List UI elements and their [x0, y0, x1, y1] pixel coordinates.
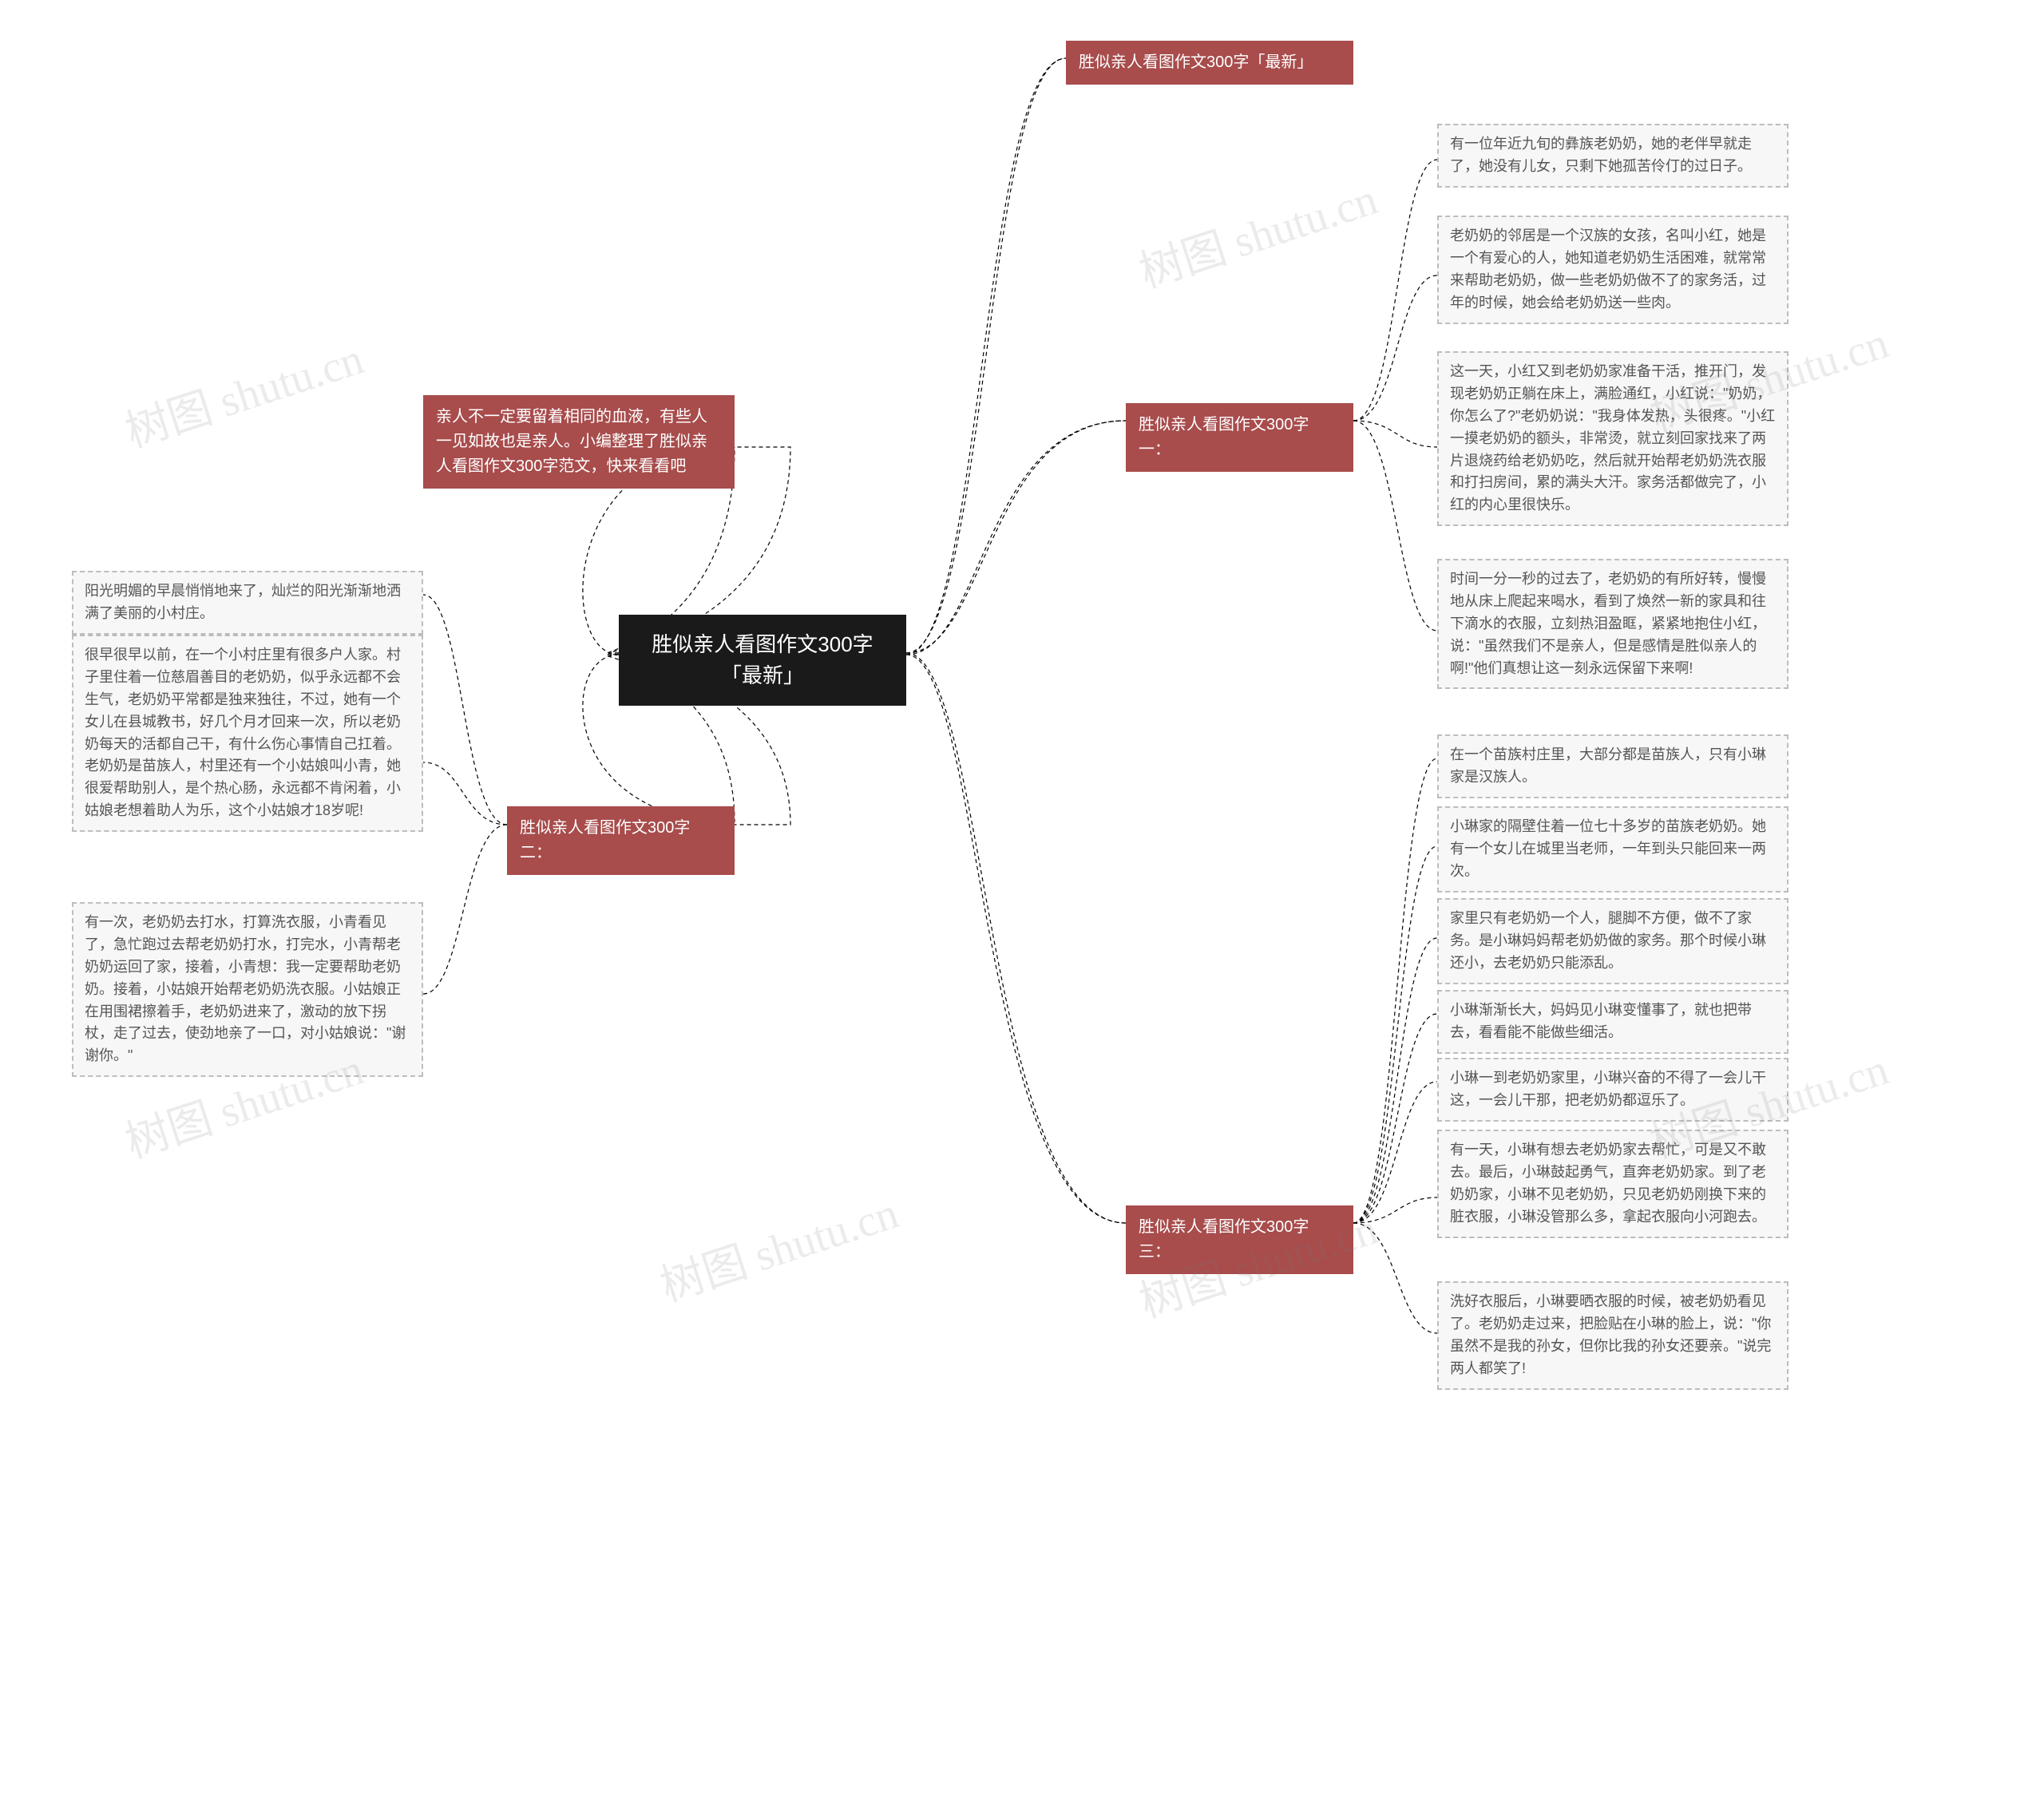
mindmap-canvas: 胜似亲人看图作文300字「最新」 胜似亲人看图作文300字「最新」 亲人不一定要…	[0, 0, 2044, 1801]
leaf-essay2-2: 有一次，老奶奶去打水，打算洗衣服，小青看见了，急忙跑过去帮老奶奶打水，打完水，小…	[72, 902, 423, 1077]
leaf-essay2-0: 阳光明媚的早晨悄悄地来了，灿烂的阳光渐渐地洒满了美丽的小村庄。	[72, 571, 423, 635]
watermark: 树图 shutu.cn	[1130, 163, 1384, 299]
root-node: 胜似亲人看图作文300字「最新」	[619, 615, 906, 706]
leaf-essay1-3: 时间一分一秒的过去了，老奶奶的有所好转，慢慢地从床上爬起来喝水，看到了焕然一新的…	[1437, 559, 1788, 689]
leaf-essay1-1: 老奶奶的邻居是一个汉族的女孩，名叫小红，她是一个有爱心的人，她知道老奶奶生活困难…	[1437, 216, 1788, 324]
leaf-essay3-5: 有一天，小琳有想去老奶奶家去帮忙，可是又不敢去。最后，小琳鼓起勇气，直奔老奶奶家…	[1437, 1130, 1788, 1238]
leaf-essay3-0: 在一个苗族村庄里，大部分都是苗族人，只有小琳家是汉族人。	[1437, 734, 1788, 798]
leaf-essay3-6: 洗好衣服后，小琳要晒衣服的时候，被老奶奶看见了。老奶奶走过来，把脸贴在小琳的脸上…	[1437, 1281, 1788, 1390]
leaf-essay2-1: 很早很早以前，在一个小村庄里有很多户人家。村子里住着一位慈眉善目的老奶奶，似乎永…	[72, 635, 423, 832]
branch-intro: 亲人不一定要留着相同的血液，有些人一见如故也是亲人。小编整理了胜似亲人看图作文3…	[423, 395, 735, 489]
branch-essay2: 胜似亲人看图作文300字二：	[507, 806, 735, 875]
leaf-essay3-4: 小琳一到老奶奶家里，小琳兴奋的不得了一会儿干这，一会儿干那，把老奶奶都逗乐了。	[1437, 1058, 1788, 1122]
branch-essay1: 胜似亲人看图作文300字一：	[1126, 403, 1353, 472]
branch-top-title: 胜似亲人看图作文300字「最新」	[1066, 41, 1353, 85]
leaf-essay3-2: 家里只有老奶奶一个人，腿脚不方便，做不了家务。是小琳妈妈帮老奶奶做的家务。那个时…	[1437, 898, 1788, 984]
branch-essay3: 胜似亲人看图作文300字三：	[1126, 1205, 1353, 1274]
leaf-essay1-0: 有一位年近九旬的彝族老奶奶，她的老伴早就走了，她没有儿女，只剩下她孤苦伶仃的过日…	[1437, 124, 1788, 188]
leaf-essay1-2: 这一天，小红又到老奶奶家准备干活，推开门，发现老奶奶正躺在床上，满脸通红，小红说…	[1437, 351, 1788, 526]
watermark: 树图 shutu.cn	[116, 323, 370, 459]
watermark: 树图 shutu.cn	[651, 1177, 905, 1313]
leaf-essay3-1: 小琳家的隔壁住着一位七十多岁的苗族老奶奶。她有一个女儿在城里当老师，一年到头只能…	[1437, 806, 1788, 893]
leaf-essay3-3: 小琳渐渐长大，妈妈见小琳变懂事了，就也把带去，看看能不能做些细活。	[1437, 990, 1788, 1054]
